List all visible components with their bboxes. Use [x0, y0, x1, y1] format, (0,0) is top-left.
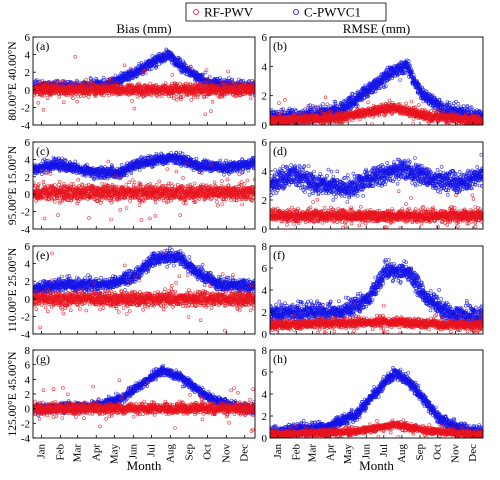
y-tick-label: 2	[25, 67, 31, 79]
y-tick-label: -2	[21, 102, 30, 114]
point	[190, 99, 193, 102]
y-tick-label: -4	[21, 120, 31, 132]
point	[204, 113, 207, 116]
row-label-text-1: 95.00°E 15.00°N	[7, 145, 19, 225]
point	[37, 101, 40, 104]
point	[76, 100, 79, 103]
point	[123, 64, 126, 67]
point	[374, 90, 377, 93]
point	[211, 100, 214, 103]
y-tick-label: 0	[25, 85, 31, 97]
column-title-1: RMSE (mm)	[343, 21, 411, 36]
row-label-text-3: 125.00°E 45.00°N	[7, 351, 19, 437]
row-label-0: 80.00°E 40.00°N	[7, 41, 19, 121]
point	[278, 102, 281, 105]
row-label-3: 125.00°E 45.00°N	[7, 351, 19, 437]
point	[114, 74, 117, 77]
row-label-text-0: 80.00°E 40.00°N	[7, 41, 19, 121]
point	[227, 70, 230, 73]
point	[171, 73, 174, 76]
point	[85, 78, 88, 81]
row-label-1: 95.00°E 15.00°N	[7, 145, 19, 225]
point	[46, 97, 49, 100]
point	[227, 77, 230, 80]
y-tick-label: 6	[25, 32, 31, 44]
row-label-2: 110.00°E 25.00°N	[7, 247, 19, 332]
point	[351, 93, 354, 96]
legend: RF-PWV C-PWVC1	[186, 3, 386, 21]
point	[175, 98, 178, 101]
legend-label-0: RF-PWV	[204, 5, 254, 20]
point	[62, 101, 65, 104]
panel-label: (a)	[36, 39, 49, 53]
point	[283, 98, 286, 101]
point	[324, 96, 327, 99]
point	[407, 60, 410, 63]
panels: 80.00°E 40.00°N 95.00°E 15.00°N 110.00°E 2…	[7, 32, 485, 473]
point	[107, 94, 110, 97]
point	[182, 95, 185, 98]
point	[208, 75, 211, 78]
point	[462, 105, 465, 108]
legend-label-1: C-PWVC1	[304, 5, 361, 20]
point	[209, 110, 212, 113]
point	[166, 144, 169, 147]
panel-a: -4 -2 0 2 4 6 (a)	[21, 32, 257, 147]
y-tick-label: 4	[25, 50, 31, 62]
point	[399, 79, 402, 82]
point	[133, 107, 136, 110]
point	[74, 55, 77, 58]
column-title-0: Bias (mm)	[116, 21, 171, 36]
point	[149, 82, 152, 85]
point	[249, 97, 252, 100]
point	[457, 102, 460, 105]
point	[42, 108, 45, 111]
row-label-text-2: 110.00°E 25.00°N	[7, 247, 19, 332]
point	[150, 67, 153, 70]
point	[322, 103, 325, 106]
point	[326, 103, 329, 106]
point	[131, 99, 134, 102]
